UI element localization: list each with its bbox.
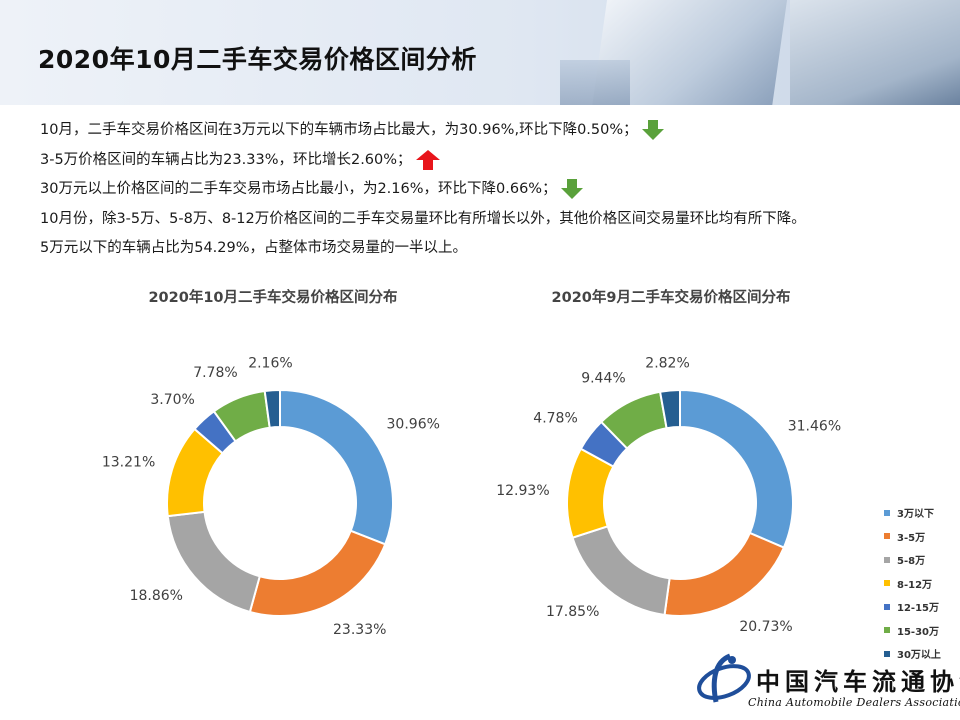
summary-line: 3-5万价格区间的车辆占比为23.33%，环比增长2.60%； bbox=[40, 146, 920, 176]
data-label: 18.86% bbox=[130, 588, 183, 604]
legend-label: 15-30万 bbox=[897, 626, 939, 638]
data-label: 3.70% bbox=[150, 392, 194, 408]
donut-slice-6 bbox=[263, 388, 281, 429]
legend-item: 8-12万 bbox=[884, 572, 941, 596]
donut-slice-1 bbox=[248, 529, 387, 617]
chart-legend: 3万以下 3-5万 5-8万 8-12万 12-15万 15-30万 30万以上 bbox=[884, 501, 941, 666]
legend-swatch bbox=[884, 603, 890, 610]
banner-decoration bbox=[560, 60, 630, 105]
chart-title-october: 2020年10月二手车交易价格区间分布 bbox=[148, 290, 398, 306]
data-label: 31.46% bbox=[788, 418, 841, 434]
legend-item: 30万以上 bbox=[884, 642, 941, 666]
summary-line-text: 10月，二手车交易价格区间在3万元以下的车辆市场占比最大，为30.96%,环比下… bbox=[40, 122, 638, 138]
data-label: 4.78% bbox=[533, 411, 577, 427]
data-label: 17.85% bbox=[546, 604, 599, 620]
legend-item: 3-5万 bbox=[884, 525, 941, 549]
logo-name-cn: 中国汽车流通协会 bbox=[756, 667, 960, 696]
data-label: 7.78% bbox=[193, 365, 237, 381]
data-label: 30.96% bbox=[387, 417, 440, 433]
banner-decoration bbox=[790, 0, 960, 105]
legend-item: 5-8万 bbox=[884, 548, 941, 572]
donut-slice-0 bbox=[279, 388, 394, 546]
donut-slice-2 bbox=[571, 525, 671, 617]
legend-swatch bbox=[884, 627, 890, 634]
data-label: 13.21% bbox=[102, 454, 155, 470]
data-label: 12.93% bbox=[496, 483, 549, 499]
data-label: 23.33% bbox=[333, 622, 386, 638]
legend-item: 12-15万 bbox=[884, 595, 941, 619]
legend-swatch bbox=[884, 580, 890, 587]
summary-line: 10月，二手车交易价格区间在3万元以下的车辆市场占比最大，为30.96%,环比下… bbox=[40, 116, 920, 146]
summary-line-text: 30万元以上价格区间的二手车交易市场占比最小，为2.16%，环比下降0.66%； bbox=[40, 181, 557, 197]
page-title: 2020年10月二手车交易价格区间分析 bbox=[38, 45, 477, 74]
down-arrow-icon bbox=[560, 179, 583, 199]
legend-label: 30万以上 bbox=[897, 650, 941, 662]
up-arrow-icon bbox=[415, 149, 440, 170]
legend-label: 8-12万 bbox=[897, 579, 933, 591]
legend-label: 3万以下 bbox=[897, 509, 934, 521]
cada-emblem-icon bbox=[697, 653, 751, 703]
summary-line-text: 3-5万价格区间的车辆占比为23.33%，环比增长2.60%； bbox=[40, 151, 412, 168]
donut-slice-6 bbox=[658, 388, 681, 430]
summary-line-text: 10月份，除3-5万、5-8万、8-12万价格区间的二手车交易量环比有所增长以外… bbox=[40, 210, 806, 227]
data-label: 2.82% bbox=[645, 356, 689, 372]
legend-label: 5-8万 bbox=[897, 556, 926, 568]
legend-swatch bbox=[884, 556, 890, 563]
summary-line: 30万元以上价格区间的二手车交易市场占比最小，为2.16%，环比下降0.66%； bbox=[40, 175, 920, 205]
data-label: 2.16% bbox=[248, 355, 292, 371]
donut-chart-september: 31.46% 20.73% 17.85% 12.93% 4.78% 9.44% 2.82% bbox=[496, 356, 841, 635]
legend-item: 15-30万 bbox=[884, 619, 941, 643]
legend-swatch bbox=[884, 533, 890, 540]
cada-logo: 中国汽车流通协会 China Automobile Dealers Associ… bbox=[694, 652, 960, 716]
donut-chart-october: 30.96% 23.33% 18.86% 13.21% 3.70% 7.78% 2.16% bbox=[102, 355, 440, 638]
summary-line-text: 5万元以下的车辆占比为54.29%，占整体市场交易量的一半以上。 bbox=[40, 240, 468, 256]
donut-slice-0 bbox=[679, 388, 794, 549]
data-label: 9.44% bbox=[581, 371, 625, 387]
header-banner bbox=[0, 0, 960, 105]
data-label: 20.73% bbox=[739, 619, 792, 635]
legend-label: 3-5万 bbox=[897, 532, 926, 544]
legend-label: 12-15万 bbox=[897, 603, 939, 615]
summary-text: 10月，二手车交易价格区间在3万元以下的车辆市场占比最大，为30.96%,环比下… bbox=[40, 116, 920, 264]
summary-line: 10月份，除3-5万、5-8万、8-12万价格区间的二手车交易量环比有所增长以外… bbox=[40, 205, 920, 235]
logo-name-en: China Automobile Dealers Association bbox=[748, 696, 960, 709]
legend-item: 3万以下 bbox=[884, 501, 941, 525]
down-arrow-icon bbox=[641, 120, 664, 140]
summary-line: 5万元以下的车辆占比为54.29%，占整体市场交易量的一半以上。 bbox=[40, 234, 920, 264]
chart-title-september: 2020年9月二手车交易价格区间分布 bbox=[551, 290, 791, 306]
legend-swatch bbox=[884, 650, 890, 657]
legend-swatch bbox=[884, 509, 890, 516]
donut-slice-1 bbox=[663, 531, 786, 617]
